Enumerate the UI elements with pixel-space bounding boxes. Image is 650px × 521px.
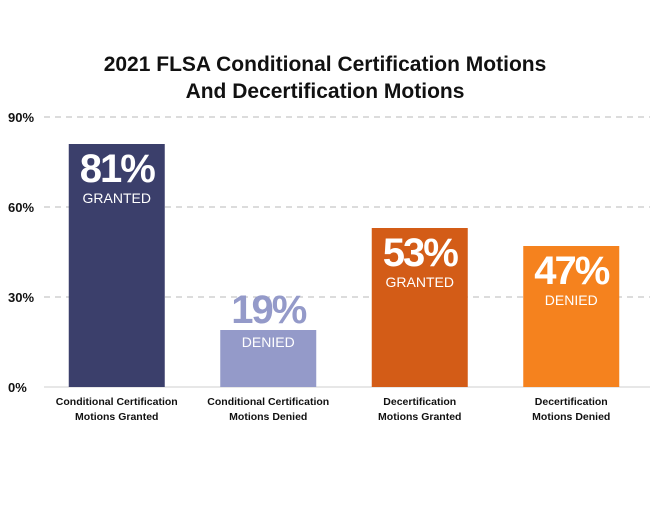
y-tick-label: 60% (8, 200, 34, 215)
bar-sub-label: GRANTED (386, 274, 454, 290)
chart-title-line-1: 2021 FLSA Conditional Certification Moti… (104, 53, 547, 76)
bar-value-label: 47% (534, 249, 609, 293)
x-category-label: Conditional Certification (207, 396, 329, 408)
bar-value-label: 19% (231, 288, 306, 332)
y-tick-label: 30% (8, 290, 34, 305)
bar (371, 228, 468, 387)
x-category-label: Motions Granted (75, 411, 158, 423)
x-category-label: Motions Granted (378, 411, 461, 423)
chart-title: 2021 FLSA Conditional Certification Moti… (104, 53, 547, 103)
x-axis: Conditional Certification Motions Granted… (56, 396, 611, 423)
bar-value-label: 53% (383, 231, 458, 275)
x-category-label: Decertification (535, 396, 608, 408)
bar-sub-label: DENIED (242, 334, 295, 350)
y-tick-label: 90% (8, 110, 34, 125)
x-category-label: Decertification (383, 396, 456, 408)
x-category-label: Conditional Certification (56, 396, 178, 408)
bar-sub-label: DENIED (545, 292, 598, 308)
y-tick-label: 0% (8, 380, 27, 395)
bar (68, 144, 165, 387)
bar-sub-label: GRANTED (83, 190, 151, 206)
bar (523, 246, 620, 387)
bar-value-label: 81% (80, 147, 155, 191)
x-category-label: Motions Denied (229, 411, 307, 423)
x-category-label: Motions Denied (532, 411, 610, 423)
chart-title-line-2: And Decertification Motions (186, 80, 465, 103)
bar (220, 330, 317, 387)
